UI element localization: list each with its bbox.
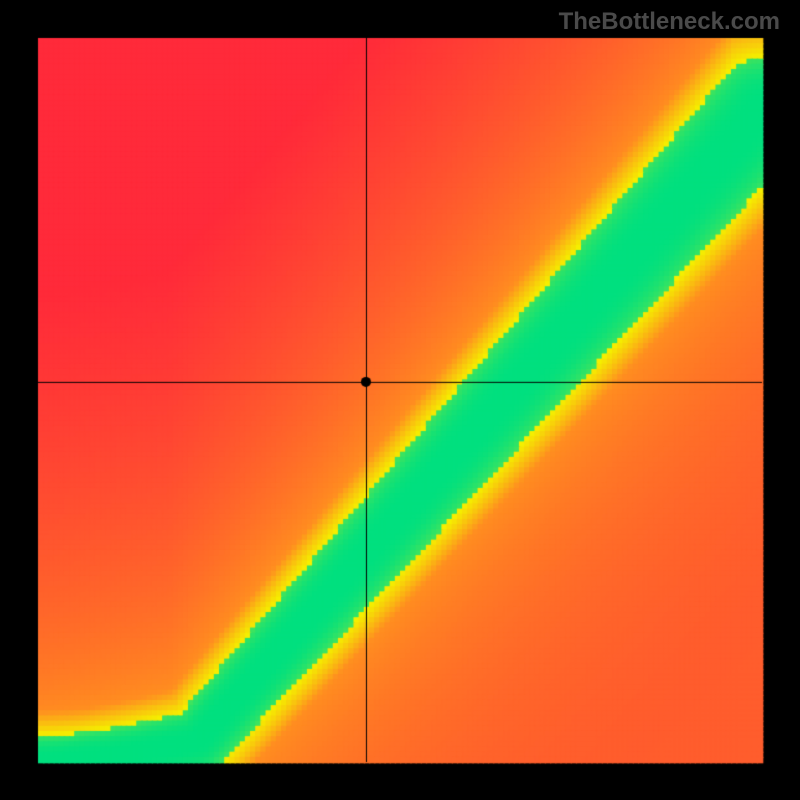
- chart-container: TheBottleneck.com: [0, 0, 800, 800]
- heatmap-canvas: [0, 0, 800, 800]
- watermark-text: TheBottleneck.com: [559, 8, 780, 36]
